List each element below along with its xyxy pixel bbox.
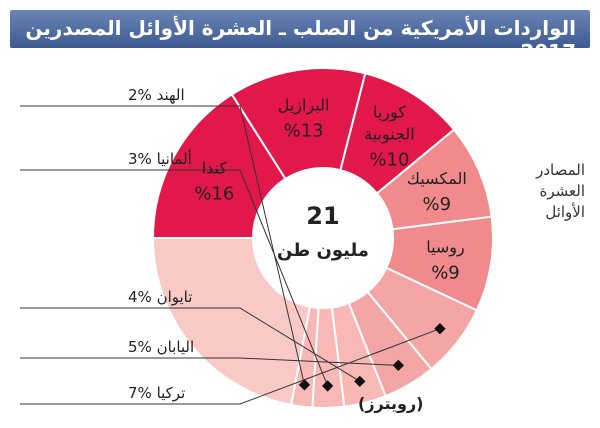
outer-label-8: ألمانيا %3: [128, 149, 192, 168]
side-label-line: الأوائل: [545, 203, 585, 221]
outer-label-5: تركيا %7: [128, 384, 185, 402]
slice-label-1: البرازيل: [278, 96, 330, 116]
leader-line-9: [20, 105, 305, 385]
side-label-line: العشرة: [539, 182, 586, 200]
slice-value-0: %16: [194, 183, 234, 204]
slice-value-4: %9: [431, 262, 460, 283]
slice-remainder: [151, 237, 312, 407]
side-label: المصادر العشرة الأوائل: [505, 160, 585, 223]
slice-label-0: كندا: [202, 158, 228, 177]
chart-title: الواردات الأمريكية من الصلب ـ العشرة الأ…: [25, 16, 576, 64]
leader-line-7: [20, 307, 361, 382]
source-label: (رويترز): [358, 394, 424, 413]
leader-marker-8: [321, 380, 334, 392]
title-bar: الواردات الأمريكية من الصلب ـ العشرة الأ…: [10, 10, 590, 64]
leader-marker-7: [354, 375, 366, 388]
center-value: 21: [306, 202, 339, 230]
outer-label-9: الهند %2: [128, 86, 185, 104]
leader-marker-6: [392, 359, 404, 372]
slices-group: [151, 67, 494, 409]
slice-0: [151, 93, 287, 239]
slice-value-1: %13: [284, 121, 324, 142]
slice-value-3: %9: [423, 194, 452, 215]
slice-label-2: كوريا: [373, 102, 406, 122]
leader-line-6: [20, 357, 399, 366]
center-label-group: 21 مليون طن: [277, 202, 369, 261]
side-label-line: المصادر: [536, 161, 585, 179]
slice-label-3: المكسيك: [407, 169, 467, 188]
outer-label-6: اليابان %5: [128, 338, 194, 356]
slice-label-4: روسيا: [426, 237, 465, 257]
center-unit: مليون طن: [277, 240, 369, 261]
leader-line-5: [20, 328, 441, 405]
leader-line-8: [20, 169, 329, 387]
leader-marker-9: [298, 379, 311, 391]
leader-lines-group: [20, 105, 446, 405]
slice-value-2: %10: [369, 149, 409, 170]
donut-hole: [254, 169, 392, 307]
leader-marker-5: [434, 323, 446, 335]
slice-label-2: الجنوبية: [364, 124, 415, 144]
outer-label-7: تايوان %4: [128, 288, 192, 306]
